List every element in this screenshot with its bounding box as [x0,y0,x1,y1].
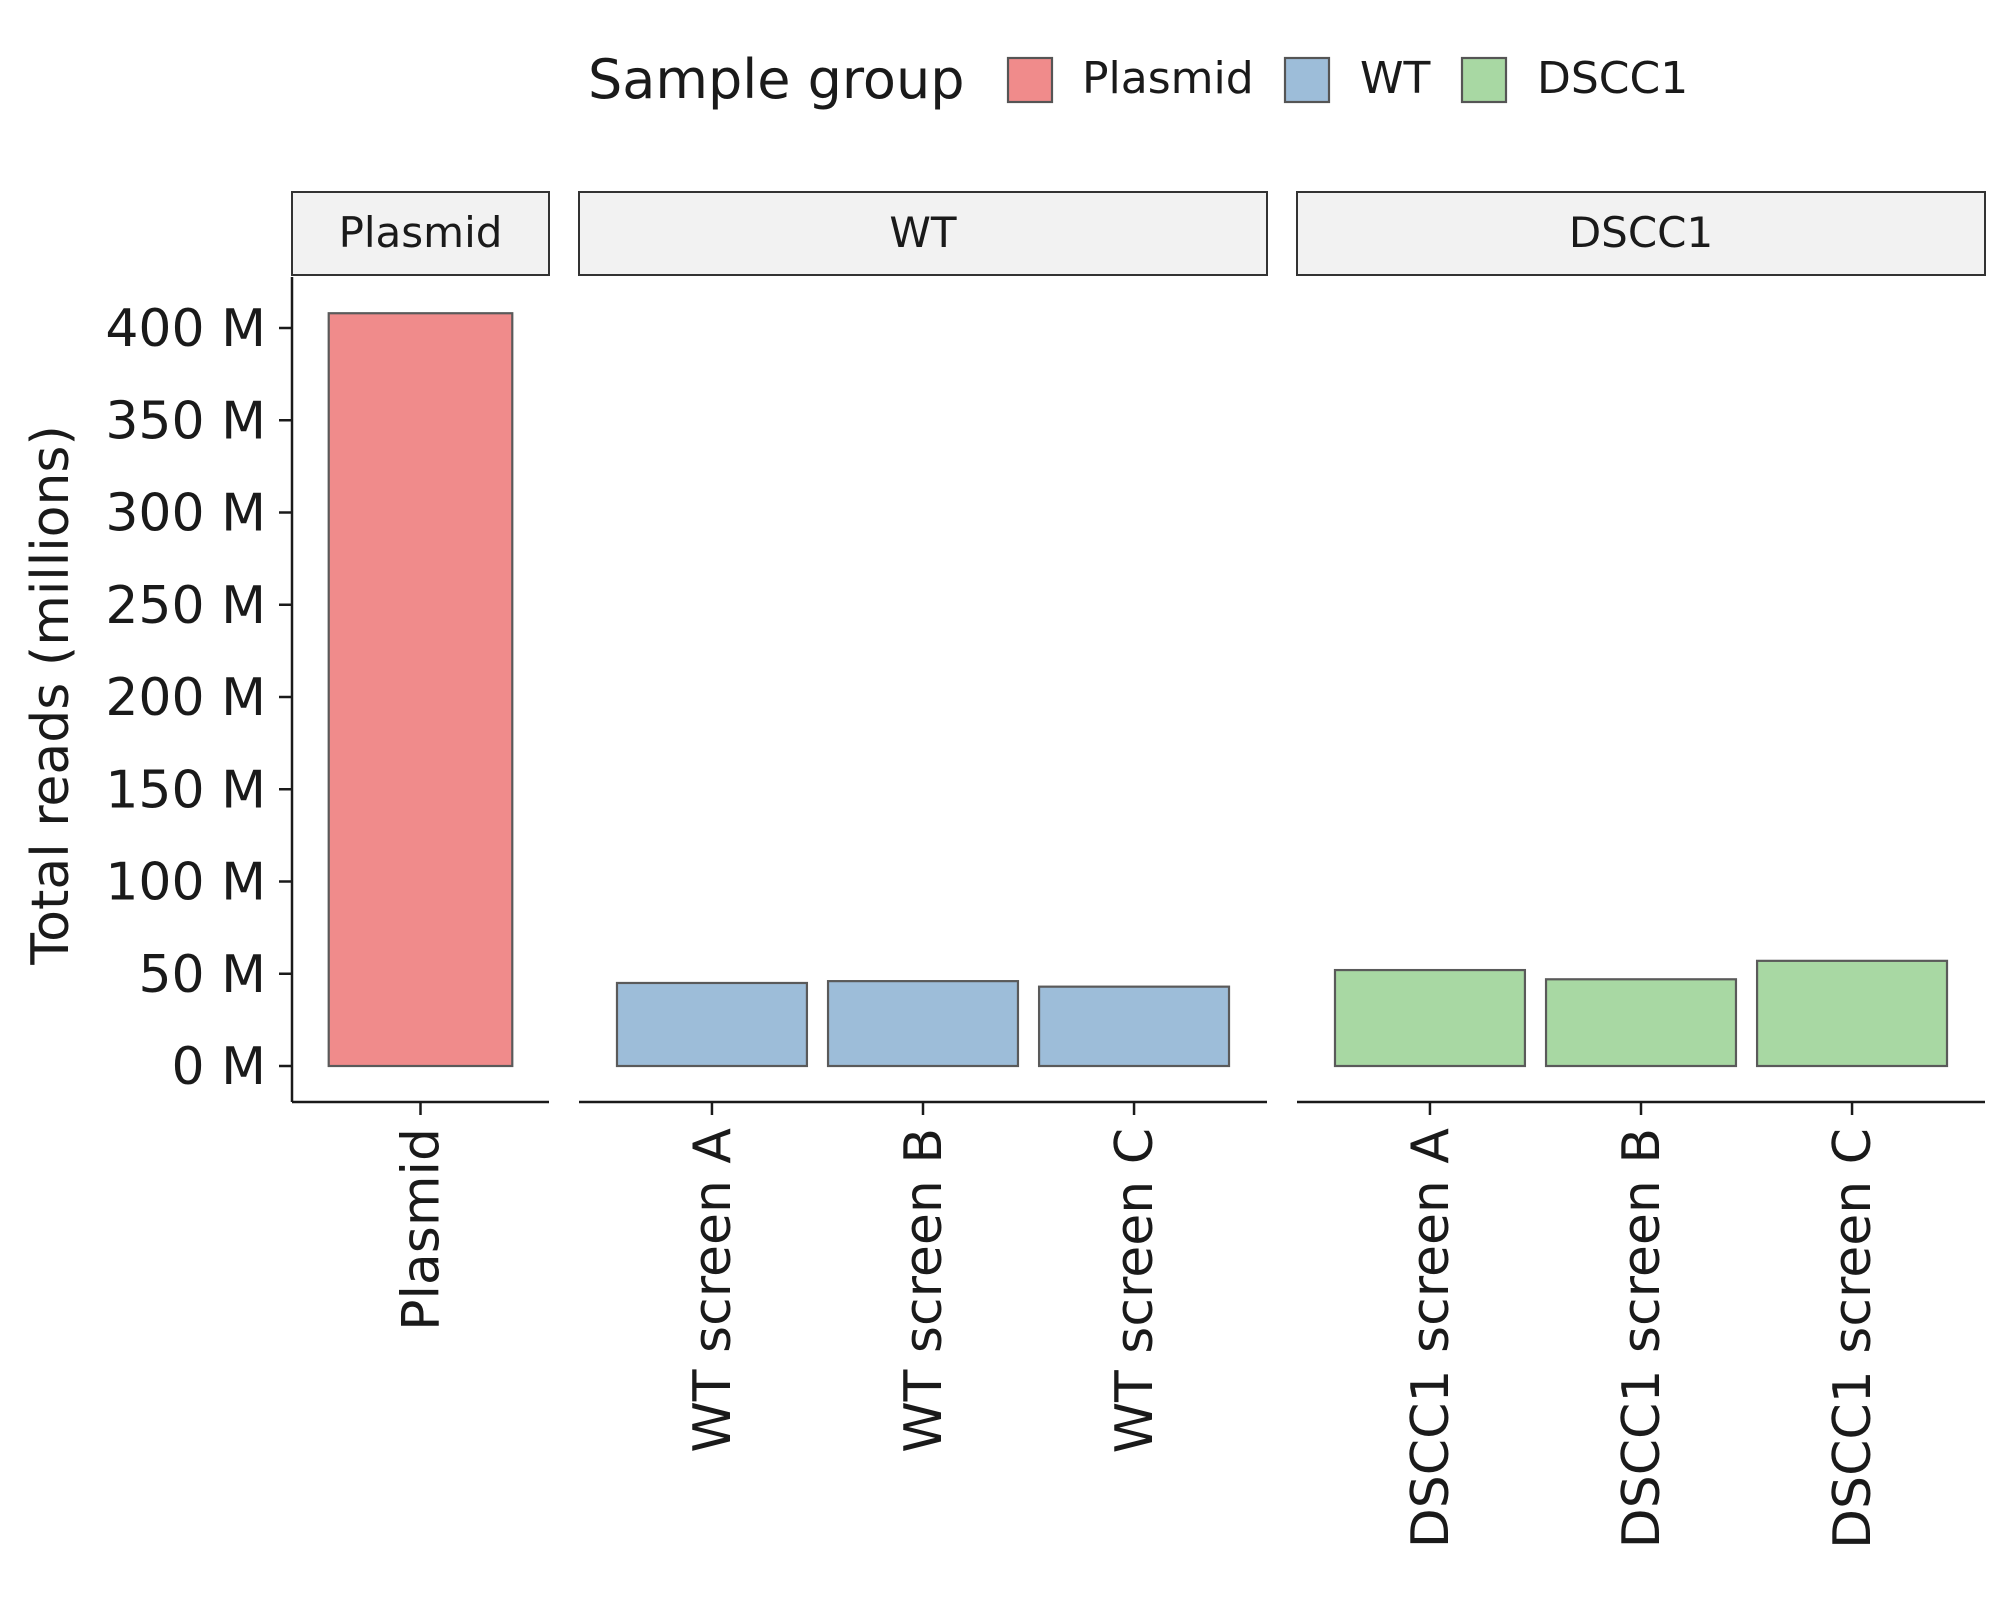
facet-strip-dscc1 [1296,191,1986,276]
x-tick-label: DSCC1 screen B [1612,1128,1672,1548]
bar-wt-screen-b [826,980,1020,1068]
y-tick-label: 250 M [105,576,266,636]
y-tick-label: 200 M [105,668,266,728]
legend-label-plasmid: Plasmid [1082,53,1254,104]
bar-dscc1-screen-c [1755,959,1949,1068]
y-tick-label: 150 M [105,760,266,820]
y-tick-label: 400 M [105,299,266,359]
y-tick-label: 350 M [105,391,266,451]
bar-dscc1-screen-a [1333,968,1527,1068]
legend-key-wt [1283,56,1331,104]
y-axis: 0 M 50 M 100 M 150 M 200 M 250 M 300 M 350 M 400… [105,277,294,1102]
bar-wt-screen-a [615,981,809,1068]
bar-plasmid [327,312,514,1068]
x-tick-label: DSCC1 screen A [1401,1128,1461,1549]
legend-title: Sample group [588,48,964,111]
facet-panel-plasmid: Plasmid Plasmid [291,191,550,1331]
facet-strip-plasmid [291,191,550,276]
bar-wt-screen-c [1037,985,1231,1068]
y-tick-label: 50 M [138,945,266,1005]
legend-label-wt: WT [1360,53,1431,104]
y-axis-label: Total reads (millions) [21,425,81,966]
legend-key-plasmid [1006,56,1054,104]
x-tick-label: WT screen B [894,1128,954,1453]
facet-strip-label: WT [889,208,957,257]
legend-label-dscc1: DSCC1 [1537,53,1688,104]
facet-panel-wt: WT WT screen A WT screen B WT screen C [578,191,1268,1453]
y-tick-label: 100 M [105,853,266,913]
x-tick-label: DSCC1 screen C [1823,1128,1883,1549]
x-tick-label: WT screen A [683,1128,743,1453]
bar-dscc1-screen-b [1544,978,1738,1068]
x-tick-label: WT screen C [1105,1128,1165,1453]
legend-key-dscc1 [1460,56,1508,104]
facet-strip-label: DSCC1 [1569,208,1713,257]
facet-panel-dscc1: DSCC1 DSCC1 screen A DSCC1 screen B DSCC1 s… [1296,191,1986,1549]
y-tick-label: 300 M [105,484,266,544]
facet-strip-label: Plasmid [339,208,503,257]
facet-strip-wt [578,191,1268,276]
y-tick-label: 0 M [172,1037,266,1097]
x-tick-label: Plasmid [392,1128,452,1331]
legend: Sample group Plasmid WT DSCC1 [588,48,1688,111]
